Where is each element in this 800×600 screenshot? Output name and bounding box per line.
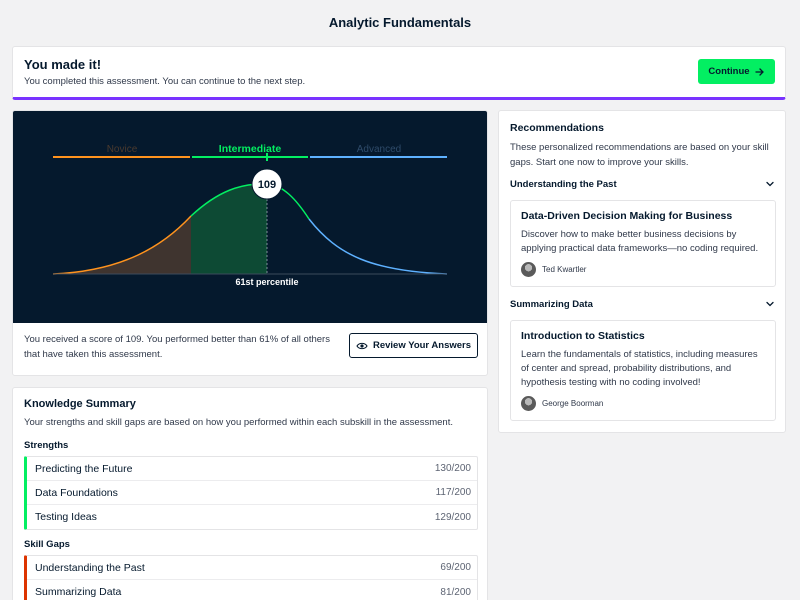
skill-score: 117/200 (435, 487, 471, 498)
strengths-label: Strengths (24, 440, 69, 451)
course-title: Introduction to Statistics (521, 330, 645, 342)
knowledge-summary-description: Your strengths and skill gaps are based … (24, 417, 453, 428)
recommendations-title: Recommendations (510, 122, 604, 134)
author-name: Ted Kwartler (542, 265, 587, 274)
eye-icon (356, 342, 368, 349)
course-author: George Boorman (521, 396, 765, 411)
skill-score: 69/200 (440, 562, 471, 573)
banner-subtitle: You completed this assessment. You can c… (24, 76, 306, 87)
level-label-intermediate: Intermediate (219, 143, 282, 155)
strengths-list: Predicting the Future 130/200 Data Found… (24, 456, 478, 530)
course-author: Ted Kwartler (521, 262, 765, 277)
skill-name: Testing Ideas (35, 511, 97, 523)
completion-banner: You made it! You completed this assessme… (12, 46, 786, 100)
author-name: George Boorman (542, 399, 604, 408)
course-description: Discover how to make better business dec… (521, 229, 759, 254)
list-item[interactable]: Understanding the Past 69/200 (27, 556, 477, 580)
intermediate-area (191, 183, 267, 274)
score-card: Novice Intermediate Advanced 109 61st pe… (12, 110, 488, 376)
skill-score: 130/200 (434, 463, 471, 474)
list-item[interactable]: Predicting the Future 130/200 (27, 457, 477, 481)
level-label-novice: Novice (107, 144, 138, 155)
skill-gaps-label: Skill Gaps (24, 539, 70, 550)
score-bubble (251, 168, 283, 200)
review-answers-button[interactable]: Review Your Answers (349, 333, 478, 358)
recommendations-description: These personalized recommendations are b… (510, 142, 769, 168)
percentile-label: 61st percentile (235, 277, 298, 287)
rec-section-label: Understanding the Past (510, 178, 617, 190)
score-distribution-chart: Novice Intermediate Advanced 109 61st pe… (13, 111, 487, 323)
skill-gaps-list: Understanding the Past 69/200 Summarizin… (24, 555, 478, 600)
avatar (521, 396, 536, 411)
score-summary: You received a score of 109. You perform… (24, 334, 330, 360)
knowledge-summary-title: Knowledge Summary (24, 398, 136, 410)
curve-novice (52, 215, 192, 275)
chevron-down-icon (766, 301, 774, 307)
skill-name: Summarizing Data (35, 586, 122, 598)
continue-label: Continue (708, 66, 750, 77)
rec-section-summarizing-data[interactable]: Summarizing Data (510, 296, 776, 312)
curve-advanced (308, 218, 448, 275)
course-title: Data-Driven Decision Making for Business (521, 210, 733, 222)
list-item[interactable]: Testing Ideas 129/200 (27, 505, 477, 529)
continue-button[interactable]: Continue (698, 59, 775, 84)
course-card[interactable]: Data-Driven Decision Making for Business… (510, 200, 776, 287)
novice-area (53, 216, 191, 274)
rec-section-label: Summarizing Data (510, 298, 593, 310)
skill-score: 81/200 (440, 586, 471, 598)
list-item[interactable]: Data Foundations 117/200 (27, 481, 477, 505)
skill-name: Predicting the Future (35, 462, 133, 475)
level-label-advanced: Advanced (357, 144, 401, 155)
rec-section-understanding-the-past[interactable]: Understanding the Past (510, 176, 776, 192)
skill-score: 129/200 (434, 511, 471, 523)
chevron-down-icon (766, 181, 774, 187)
skill-name: Understanding the Past (35, 561, 145, 574)
page-title: Analytic Fundamentals (328, 15, 472, 30)
arrow-right-icon (754, 67, 764, 76)
review-answers-label: Review Your Answers (372, 340, 472, 351)
skill-name: Data Foundations (35, 486, 118, 499)
recommendations-card: Recommendations These personalized recom… (498, 110, 786, 433)
banner-title: You made it! (24, 57, 102, 72)
score-value: 109 (258, 179, 276, 191)
knowledge-summary-card: Knowledge Summary Your strengths and ski… (12, 387, 488, 600)
course-card[interactable]: Introduction to Statistics Learn the fun… (510, 320, 776, 421)
course-description: Learn the fundamentals of statistics, in… (521, 349, 758, 388)
avatar (521, 262, 536, 277)
list-item[interactable]: Summarizing Data 81/200 (27, 580, 477, 600)
